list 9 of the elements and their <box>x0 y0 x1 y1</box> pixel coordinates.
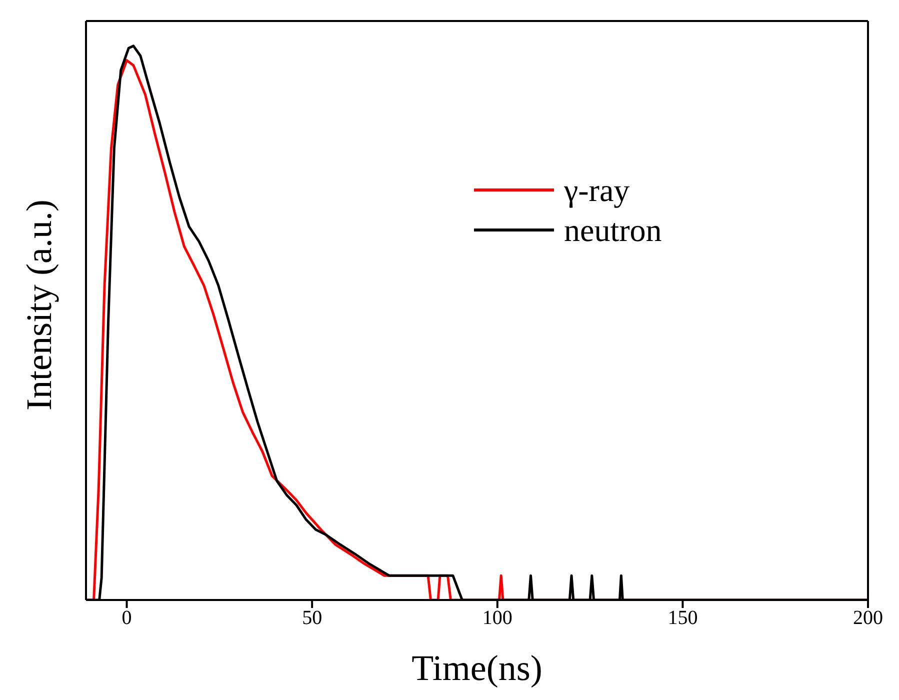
legend-label: γ-ray <box>564 171 630 210</box>
x-tick-label: 100 <box>482 607 512 630</box>
x-tick-label: 150 <box>668 607 698 630</box>
legend-label: neutron <box>564 211 662 250</box>
x-tick-label: 200 <box>853 607 883 630</box>
x-tick-label: 50 <box>302 607 322 630</box>
x-axis-title: Time(ns) <box>412 648 542 688</box>
x-tick-label: 0 <box>122 607 132 630</box>
y-axis-title: Intensity (a.u.) <box>18 200 59 410</box>
